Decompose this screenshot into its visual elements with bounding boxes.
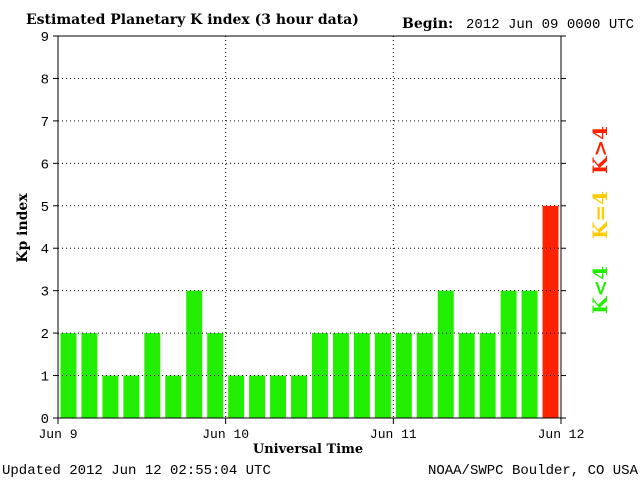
legend-item: K=4 bbox=[588, 191, 612, 239]
kp-bar bbox=[542, 205, 559, 418]
kp-bar bbox=[291, 375, 307, 418]
chart-title: Estimated Planetary K index (3 hour data… bbox=[26, 12, 359, 28]
y-tick-label: 8 bbox=[41, 72, 49, 88]
x-tick-label: Jun 9 bbox=[38, 427, 77, 442]
y-axis-label: Kp index bbox=[15, 193, 31, 263]
kp-bar bbox=[207, 333, 224, 418]
x-tick-label: Jun 12 bbox=[538, 427, 585, 442]
kp-bar bbox=[437, 290, 454, 418]
kp-bar bbox=[249, 375, 266, 418]
x-tick-label: Jun 11 bbox=[370, 427, 417, 442]
kp-bar bbox=[353, 333, 370, 418]
kp-bar bbox=[228, 375, 245, 418]
kp-bar bbox=[186, 290, 203, 418]
x-tick-label: Jun 10 bbox=[202, 427, 249, 442]
legend: K>4 K=4 K<4 bbox=[588, 126, 612, 314]
kp-bar bbox=[123, 375, 140, 418]
kp-bar bbox=[144, 333, 161, 418]
kp-bar bbox=[521, 290, 538, 418]
x-axis-label: Universal Time bbox=[253, 442, 363, 457]
kp-bar bbox=[416, 333, 433, 418]
updated-text: Updated 2012 Jun 12 02:55:04 UTC bbox=[2, 463, 271, 479]
plot-area: 0 1 2 3 4 5 6 7 8 9 Jun 9 Jun 10 Jun 11 Jun 12 bbox=[38, 30, 584, 442]
kp-bar bbox=[102, 375, 119, 418]
y-tick-label: 5 bbox=[41, 200, 49, 216]
begin-value: 2012 Jun 09 0000 UTC bbox=[466, 17, 634, 33]
source-text: NOAA/SWPC Boulder, CO USA bbox=[428, 463, 639, 479]
y-tick-label: 7 bbox=[41, 115, 49, 131]
kp-bar bbox=[479, 333, 496, 418]
kp-bar bbox=[395, 333, 412, 418]
kp-bar bbox=[165, 375, 182, 418]
legend-item: K>4 bbox=[588, 126, 612, 174]
kp-bar bbox=[81, 333, 98, 418]
y-tick-label: 1 bbox=[41, 370, 49, 386]
plot-frame bbox=[57, 35, 562, 419]
y-tick-label: 9 bbox=[41, 30, 49, 46]
y-tick-label: 4 bbox=[41, 242, 49, 258]
y-tick-label: 6 bbox=[41, 157, 49, 173]
kp-bar bbox=[60, 333, 77, 418]
kp-bar bbox=[332, 333, 349, 418]
kp-bar bbox=[312, 333, 328, 418]
begin-label: Begin: bbox=[402, 16, 453, 32]
y-tick-label: 2 bbox=[41, 327, 49, 343]
kp-bar bbox=[270, 375, 287, 418]
kp-bar bbox=[500, 290, 517, 418]
legend-item: K<4 bbox=[588, 266, 612, 314]
y-tick-label: 0 bbox=[41, 412, 49, 428]
y-tick-label: 3 bbox=[41, 285, 49, 301]
